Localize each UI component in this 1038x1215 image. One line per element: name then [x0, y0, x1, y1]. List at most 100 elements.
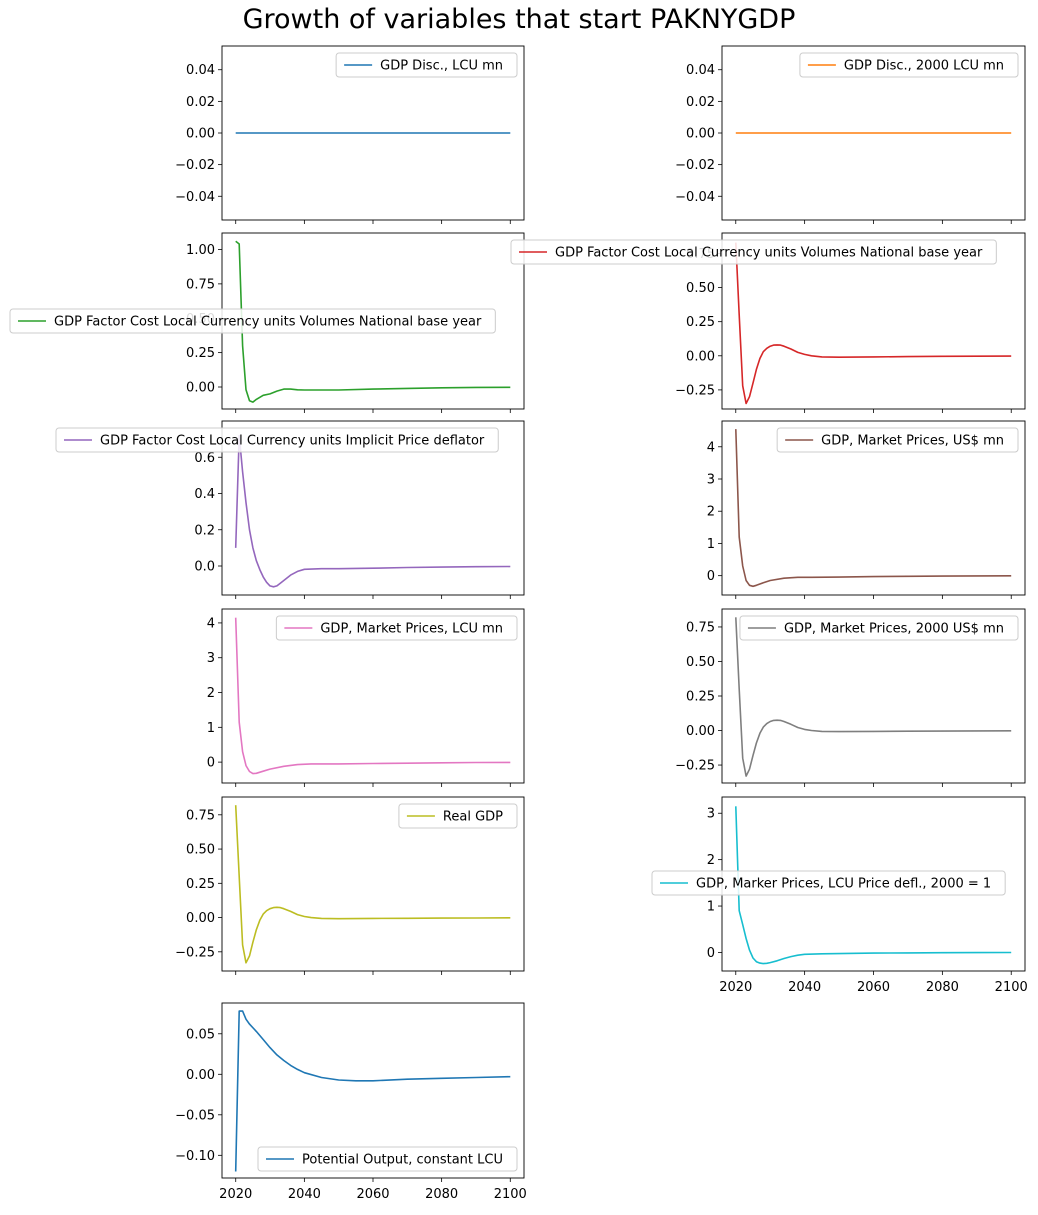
y-tick-label: 0.00 — [686, 724, 715, 739]
legend: GDP, Marker Prices, LCU Price defl., 200… — [651, 870, 1006, 896]
legend-box — [55, 427, 499, 453]
y-tick-label: 2 — [707, 853, 715, 868]
legend-label: GDP Disc., LCU mn — [380, 59, 503, 74]
y-tick-label: 1 — [207, 721, 215, 736]
subplot-11: −0.10 −0.05 0.00 0.05 2020 2040 2060 2080 2100 Po… — [175, 1002, 527, 1202]
axes-frame — [221, 45, 525, 221]
x-tick-label: 2020 — [219, 1187, 252, 1202]
y-tick-label: 1.00 — [186, 243, 215, 258]
subplot-8: −0.25 0.00 0.25 0.50 0.75 GDP, Market Prices,… — [675, 608, 1026, 787]
y-tick-label: −0.25 — [675, 383, 715, 398]
legend-box — [739, 615, 1019, 641]
legend-box — [510, 239, 997, 265]
y-tick-label: 4 — [707, 440, 715, 455]
y-tick-label: 0.05 — [186, 1027, 215, 1042]
legend: Potential Output, constant LCU — [257, 1146, 518, 1172]
x-tick-label: 2100 — [494, 1187, 527, 1202]
legend: GDP, Market Prices, 2000 US$ mn — [739, 615, 1019, 641]
legend: Real GDP — [398, 803, 518, 829]
y-tick-label: 0.00 — [686, 127, 715, 142]
y-tick-label: 0 — [207, 756, 215, 771]
series-line — [735, 617, 1012, 777]
legend-label: GDP Factor Cost Local Currency units Vol… — [54, 315, 482, 330]
y-tick-label: −0.04 — [675, 190, 715, 205]
legend-label: Real GDP — [443, 810, 503, 825]
y-tick-label: 0.75 — [186, 808, 215, 823]
y-tick-label: 0.02 — [186, 95, 215, 110]
legend: GDP Factor Cost Local Currency units Vol… — [9, 308, 496, 334]
y-tick-label: 4 — [207, 616, 215, 631]
axes-frame — [721, 232, 1026, 410]
series-line — [735, 242, 1012, 405]
y-tick-label: −0.02 — [175, 158, 215, 173]
x-tick-label: 2100 — [995, 980, 1028, 995]
series-line — [234, 434, 511, 588]
y-tick-label: 0.25 — [686, 690, 715, 705]
y-tick-label: 3 — [207, 651, 215, 666]
x-tick-label: 2020 — [719, 980, 752, 995]
y-tick-label: 1 — [707, 537, 715, 552]
legend: GDP, Market Prices, US$ mn — [776, 427, 1019, 453]
legend-label: GDP Disc., 2000 LCU mn — [844, 59, 1004, 74]
y-tick-label: 0.4 — [194, 487, 215, 502]
legend: GDP, Market Prices, LCU mn — [275, 615, 518, 641]
legend-box — [335, 52, 518, 78]
legend-label: Potential Output, constant LCU — [302, 1153, 503, 1168]
y-tick-label: −0.05 — [175, 1108, 215, 1123]
legend-box — [651, 870, 1006, 896]
legend-label: GDP Factor Cost Local Currency units Imp… — [100, 434, 485, 449]
y-tick-label: 3 — [707, 807, 715, 822]
legend-box — [776, 427, 1019, 453]
legend: GDP Factor Cost Local Currency units Imp… — [55, 427, 499, 453]
y-tick-label: 0.00 — [686, 349, 715, 364]
figure-title: Growth of variables that start PAKNYGDP — [242, 4, 796, 35]
y-tick-label: 0.50 — [186, 843, 215, 858]
y-tick-label: 0.00 — [186, 127, 215, 142]
legend-label: GDP, Market Prices, LCU mn — [320, 622, 503, 637]
legend-box — [398, 803, 518, 829]
axes-frame — [221, 796, 525, 972]
subplot-10: 0 1 2 3 2020 2040 2060 2080 2100 GDP, Marker Pric… — [651, 796, 1028, 995]
x-tick-label: 2080 — [425, 1187, 458, 1202]
legend-box — [257, 1146, 518, 1172]
x-tick-label: 2060 — [356, 1187, 389, 1202]
y-tick-label: 0.02 — [686, 95, 715, 110]
subplot-5: 0.0 0.2 0.4 0.6 GDP Factor Cost Local Curren… — [55, 420, 525, 599]
y-tick-label: 0.6 — [194, 451, 215, 466]
axes-frame — [721, 45, 1026, 221]
y-tick-label: 3 — [707, 473, 715, 488]
y-tick-label: 2 — [707, 505, 715, 520]
y-tick-label: 0.75 — [686, 620, 715, 635]
subplot-7: 0 1 2 3 4 GDP, Market Prices, LCU mn — [207, 608, 525, 787]
legend-label: GDP, Market Prices, US$ mn — [821, 434, 1004, 449]
x-tick-label: 2040 — [788, 980, 821, 995]
legend: GDP Disc., 2000 LCU mn — [799, 52, 1019, 78]
y-tick-label: 2 — [207, 686, 215, 701]
y-tick-label: −0.04 — [175, 190, 215, 205]
subplot-1: −0.04 −0.02 0.00 0.02 0.04 GDP Disc., LCU mn — [175, 45, 525, 224]
y-tick-label: 0.04 — [186, 63, 215, 78]
series-line — [735, 806, 1012, 965]
y-tick-label: 1 — [707, 900, 715, 915]
legend: GDP Disc., LCU mn — [335, 52, 518, 78]
y-tick-label: 0.25 — [686, 315, 715, 330]
y-tick-label: 0.25 — [186, 877, 215, 892]
x-tick-label: 2060 — [857, 980, 890, 995]
y-tick-label: 0.0 — [194, 560, 215, 575]
series-line — [234, 805, 511, 964]
axes-frame — [221, 420, 525, 596]
y-tick-label: 0.50 — [686, 655, 715, 670]
axes-frame — [721, 420, 1026, 596]
legend: GDP Factor Cost Local Currency units Vol… — [510, 239, 997, 265]
axes-frame — [721, 608, 1026, 784]
y-tick-label: 0 — [707, 946, 715, 961]
y-tick-label: 0.00 — [186, 381, 215, 396]
axes-frame — [221, 1002, 525, 1179]
series-line — [234, 1010, 511, 1172]
series-line — [235, 240, 511, 403]
subplot-6: 0 1 2 3 4 GDP, Market Prices, US$ mn — [707, 420, 1026, 599]
legend-box — [275, 615, 518, 641]
